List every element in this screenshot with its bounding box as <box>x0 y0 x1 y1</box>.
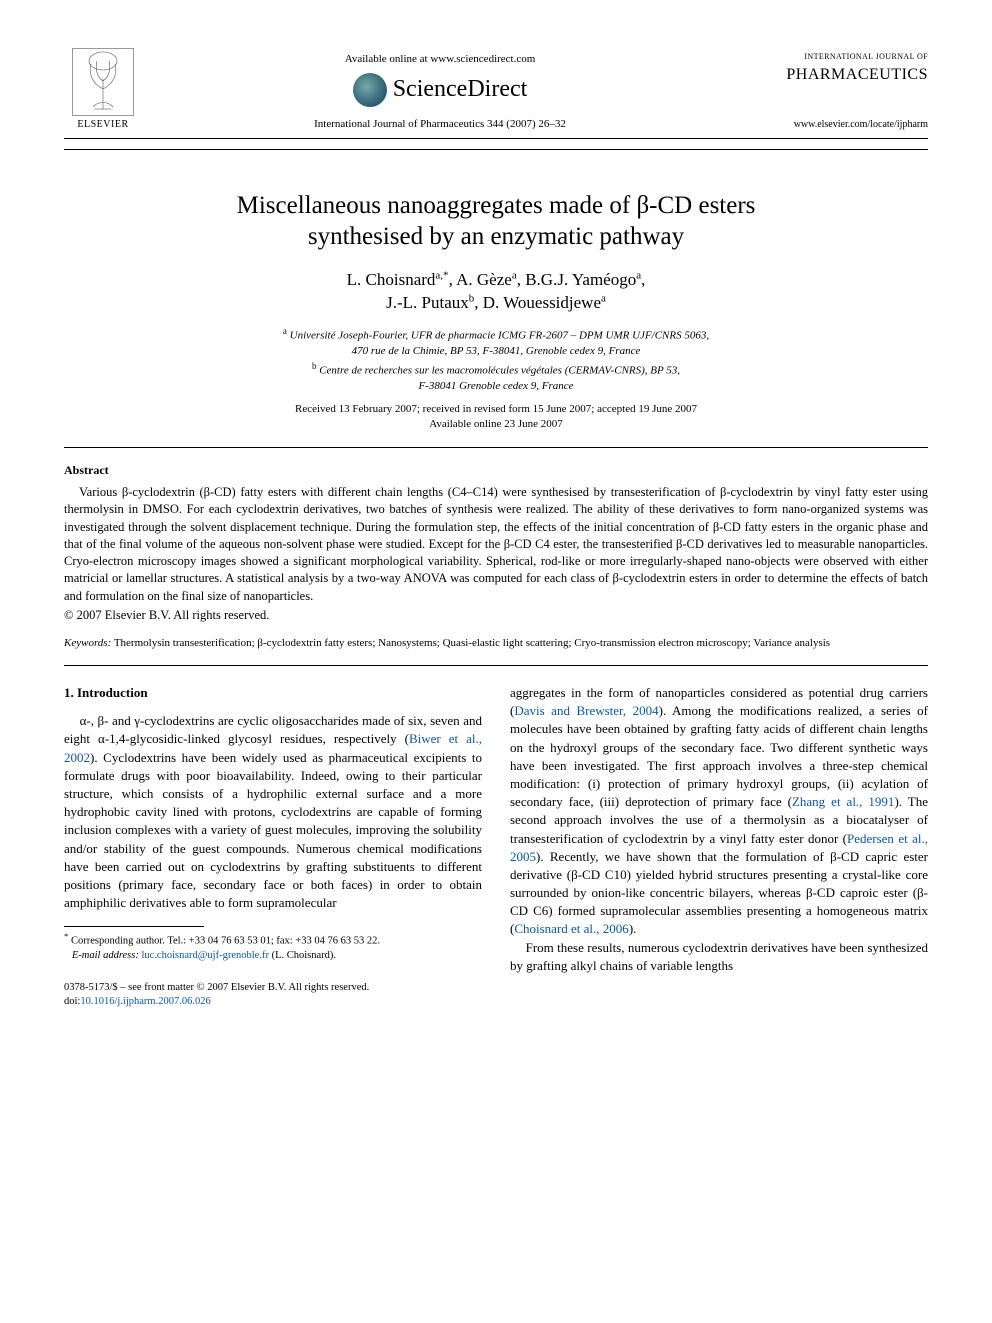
affil-a-line2: 470 rue de la Chimie, BP 53, F-38041, Gr… <box>352 345 641 357</box>
dates-line-2: Available online 23 June 2007 <box>429 418 563 430</box>
keywords-label: Keywords: <box>64 637 111 649</box>
front-matter-block: 0378-5173/$ – see front matter © 2007 El… <box>64 981 482 1009</box>
sciencedirect-wordmark: ScienceDirect <box>393 73 528 105</box>
elsevier-tree-icon <box>72 48 134 116</box>
journal-name-big: PHARMACEUTICS <box>738 64 928 86</box>
journal-url: www.elsevier.com/locate/ijpharm <box>738 118 928 132</box>
affil-sup-a: a <box>283 326 287 336</box>
header-rule-bottom <box>64 149 928 150</box>
sciencedirect-logo: ScienceDirect <box>353 73 528 107</box>
email-suffix: (L. Choisnard). <box>272 950 336 961</box>
affiliations: a Université Joseph-Fourier, UFR de phar… <box>64 325 928 394</box>
abstract-block: Abstract Various β-cyclodextrin (β-CD) f… <box>64 462 928 624</box>
section-heading: 1. Introduction <box>64 684 482 702</box>
affil-b-line1: Centre de recherches sur les macromolécu… <box>319 364 680 376</box>
journal-reference: International Journal of Pharmaceutics 3… <box>154 117 726 132</box>
keywords-block: Keywords: Thermolysin transesterificatio… <box>64 636 928 651</box>
intro-para-left: α-, β- and γ-cyclodextrins are cyclic ol… <box>64 712 482 912</box>
affil-sup-b: b <box>312 361 317 371</box>
citation-link[interactable]: Davis and Brewster, 2004 <box>514 703 658 718</box>
citation-link[interactable]: Zhang et al., 1991 <box>792 794 894 809</box>
journal-name-small: INTERNATIONAL JOURNAL OF <box>738 52 928 63</box>
body-columns: 1. Introduction α-, β- and γ-cyclodextri… <box>64 684 928 1009</box>
dates-line-1: Received 13 February 2007; received in r… <box>295 403 697 415</box>
abstract-text: Various β-cyclodextrin (β-CD) fatty este… <box>64 484 928 605</box>
footnote-star: * <box>64 931 68 941</box>
header-right: INTERNATIONAL JOURNAL OF PHARMACEUTICS w… <box>738 52 928 132</box>
footnote-rule <box>64 926 204 927</box>
text-run: ). <box>629 921 637 936</box>
publisher-logo-block: ELSEVIER <box>64 48 142 132</box>
abstract-top-rule <box>64 447 928 448</box>
title-line-1: Miscellaneous nanoaggregates made of β-C… <box>237 192 756 219</box>
available-online-line: Available online at www.sciencedirect.co… <box>154 52 726 67</box>
corresponding-author-footnote: * Corresponding author. Tel.: +33 04 76 … <box>64 931 482 963</box>
title-line-2: synthesised by an enzymatic pathway <box>308 223 684 250</box>
sciencedirect-swirl-icon <box>353 73 387 107</box>
authors-line-1: L. Choisnarda,*, A. Gèzea, B.G.J. Yaméog… <box>347 270 646 289</box>
doi-link[interactable]: 10.1016/j.ijpharm.2007.06.026 <box>80 996 210 1007</box>
citation-link[interactable]: Choisnard et al., 2006 <box>514 921 628 936</box>
publisher-label: ELSEVIER <box>64 118 142 132</box>
front-matter-line1: 0378-5173/$ – see front matter © 2007 El… <box>64 981 482 995</box>
abstract-bottom-rule <box>64 665 928 666</box>
intro-para-right-2: From these results, numerous cyclodextri… <box>510 939 928 975</box>
doi-line: doi:10.1016/j.ijpharm.2007.06.026 <box>64 995 482 1009</box>
authors-line-2: J.-L. Putauxb, D. Wouessidjewea <box>386 293 606 312</box>
keywords-text: Thermolysin transesterification; β-cyclo… <box>114 637 830 649</box>
abstract-heading: Abstract <box>64 462 928 478</box>
header: ELSEVIER Available online at www.science… <box>64 48 928 132</box>
text-run: ). Cyclodextrins have been widely used a… <box>64 750 482 911</box>
footnote-text: Corresponding author. Tel.: +33 04 76 63… <box>71 936 380 947</box>
affil-a-line1: Université Joseph-Fourier, UFR de pharma… <box>290 330 709 342</box>
email-label: E-mail address: <box>72 950 139 961</box>
left-column: 1. Introduction α-, β- and γ-cyclodextri… <box>64 684 482 1009</box>
doi-label: doi: <box>64 996 80 1007</box>
affil-b-line2: F-38041 Grenoble cedex 9, France <box>418 380 573 392</box>
article-dates: Received 13 February 2007; received in r… <box>64 402 928 433</box>
email-link[interactable]: luc.choisnard@ujf-grenoble.fr <box>141 950 268 961</box>
header-center: Available online at www.sciencedirect.co… <box>142 52 738 132</box>
intro-para-right-1: aggregates in the form of nanoparticles … <box>510 684 928 939</box>
author-list: L. Choisnarda,*, A. Gèzea, B.G.J. Yaméog… <box>64 268 928 315</box>
abstract-copyright: © 2007 Elsevier B.V. All rights reserved… <box>64 607 928 624</box>
right-column: aggregates in the form of nanoparticles … <box>510 684 928 1009</box>
article-title: Miscellaneous nanoaggregates made of β-C… <box>146 190 846 253</box>
